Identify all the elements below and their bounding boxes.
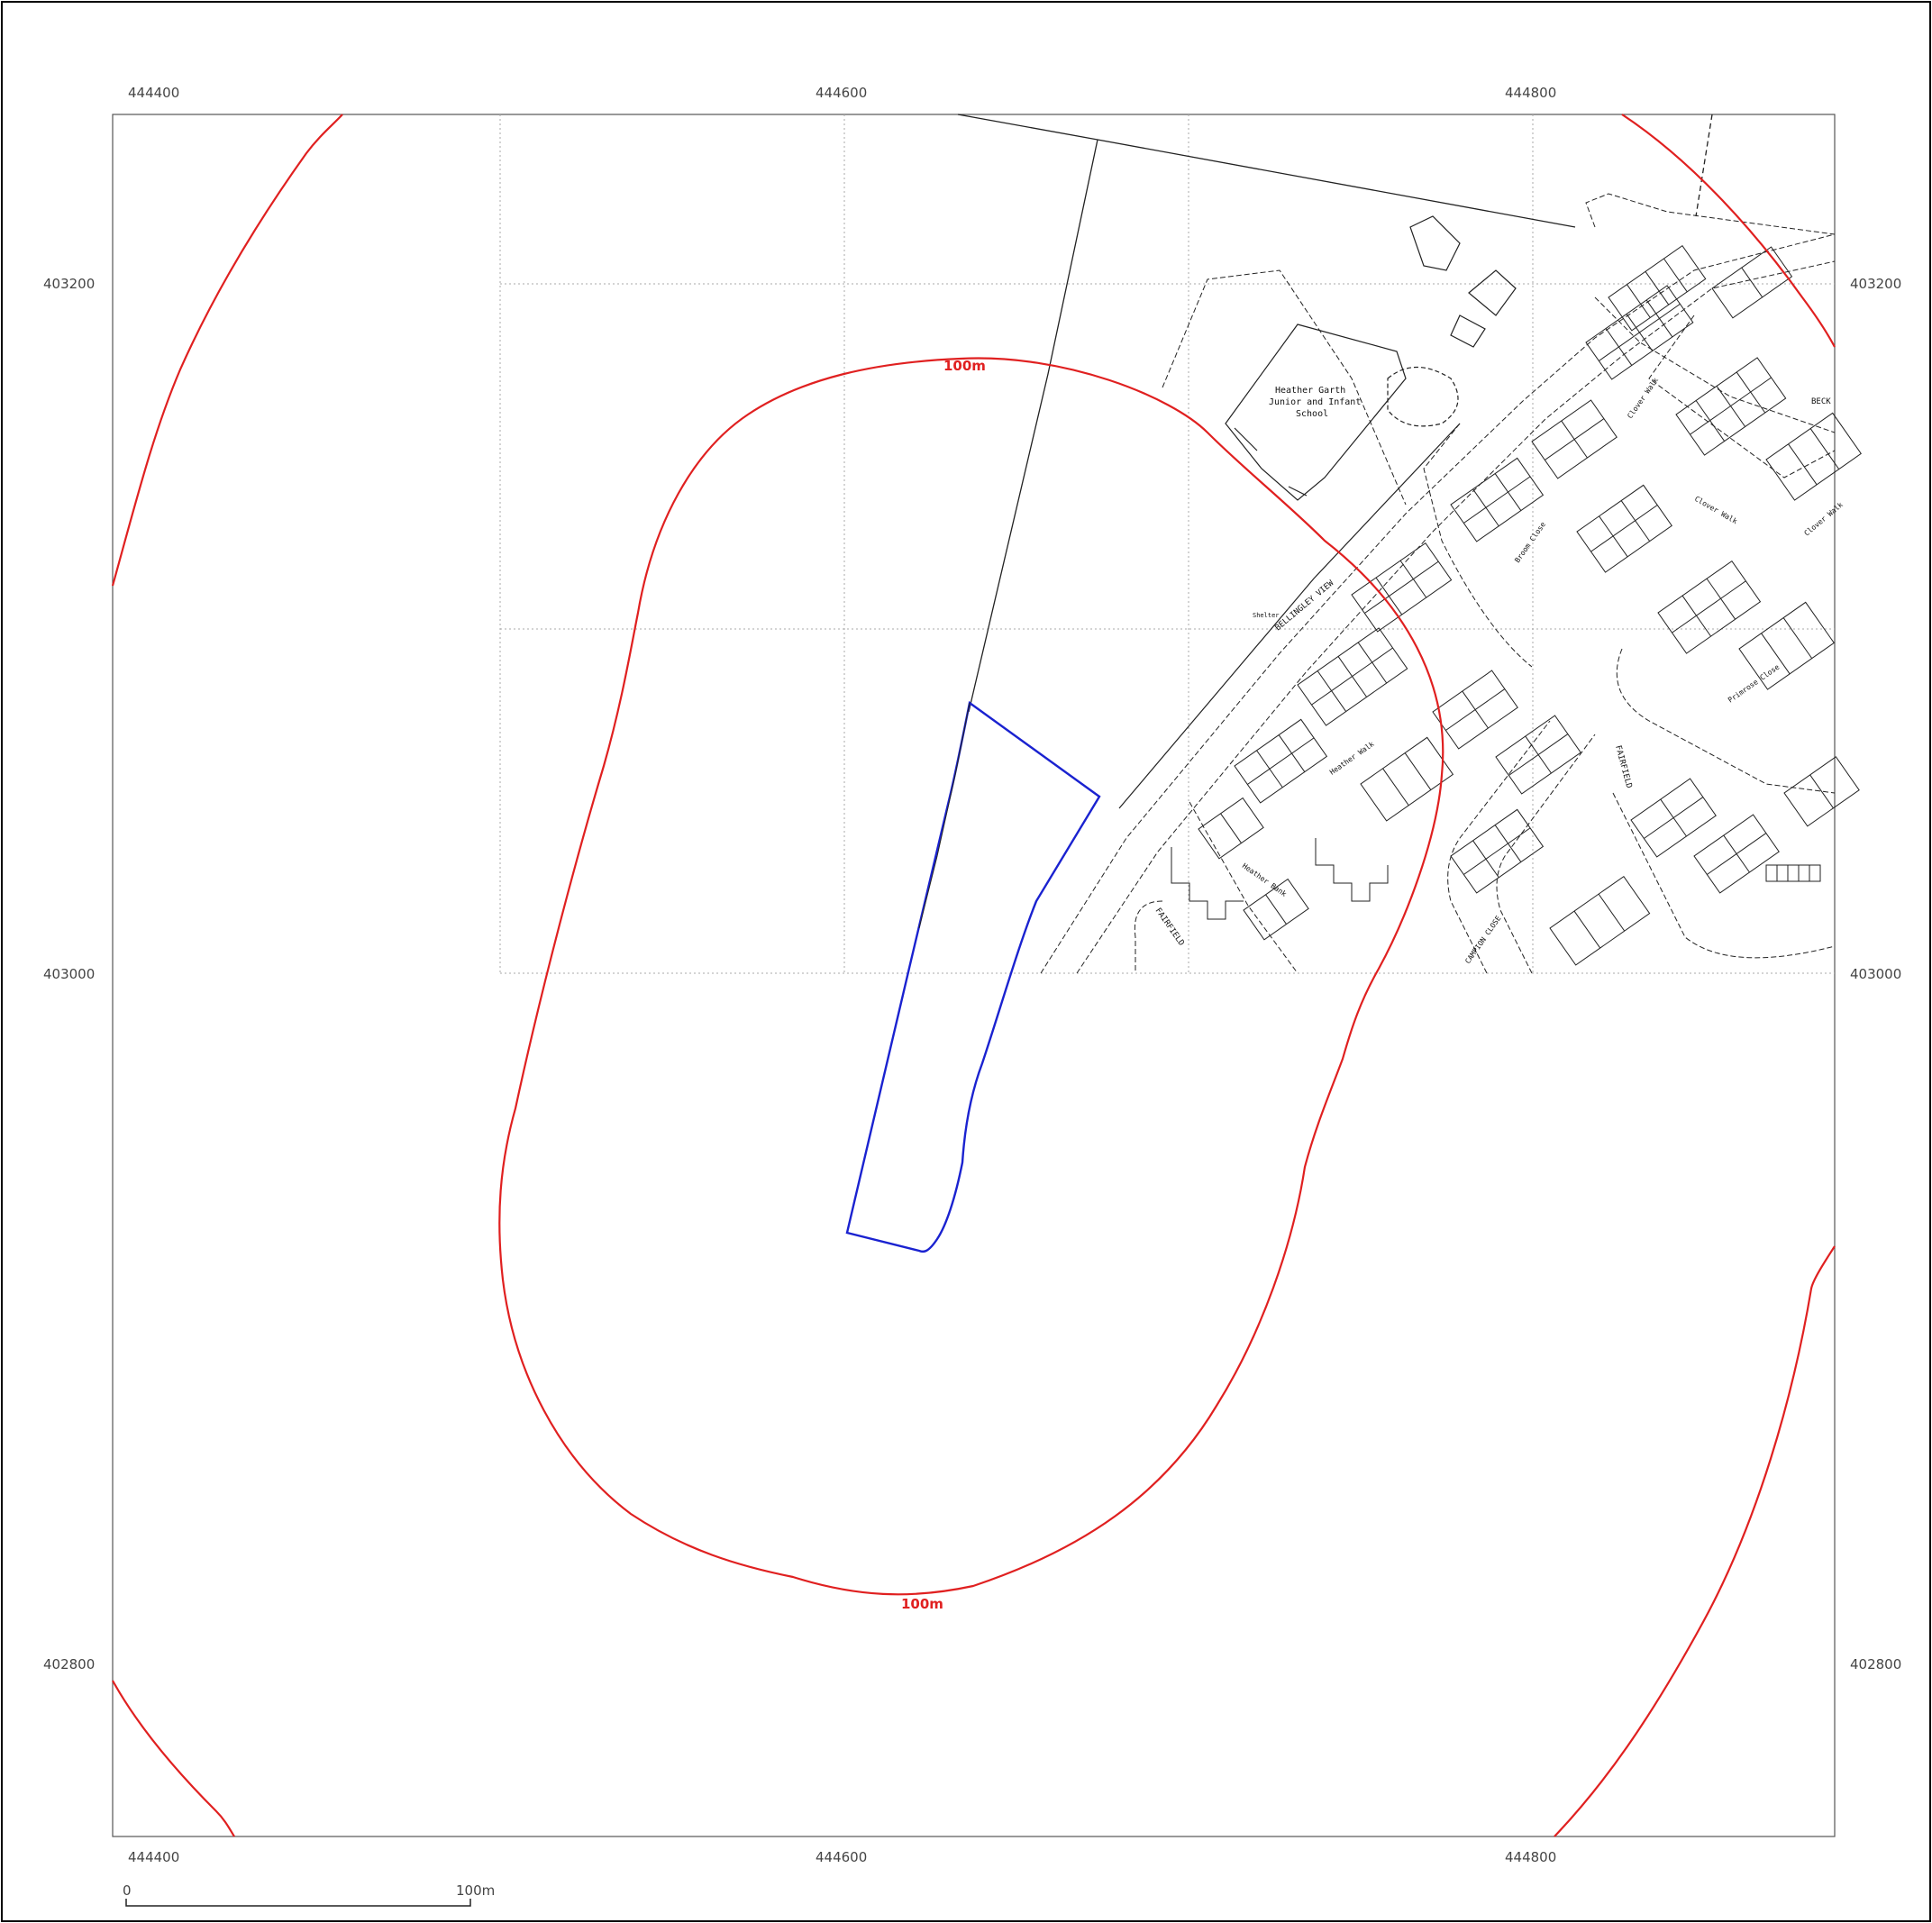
field-boundary bbox=[968, 139, 1098, 713]
school-building bbox=[1225, 215, 1517, 501]
road-label-clover-walk: Clover Walk bbox=[1693, 495, 1739, 525]
scale-bar-end: 100m bbox=[456, 1882, 495, 1899]
shelter-label: Shelter bbox=[1253, 612, 1280, 619]
housing-blocks bbox=[1171, 244, 1862, 966]
easting-label: 444800 bbox=[1505, 1849, 1556, 1865]
os-grid bbox=[499, 114, 1835, 974]
site-boundary-inner-line bbox=[918, 702, 971, 929]
school-name-line: Heather Garth bbox=[1275, 386, 1345, 396]
scale-bar-start: 0 bbox=[123, 1882, 132, 1899]
road-label-broom-close: Broom Close bbox=[1513, 520, 1547, 564]
school-name-line: School bbox=[1296, 409, 1328, 419]
northing-labels-right: 403200 403000 402800 bbox=[1850, 276, 1901, 1672]
northing-label: 403000 bbox=[1850, 966, 1901, 982]
road-label-campion-close: CAMPION CLOSE bbox=[1463, 915, 1502, 966]
easting-label: 444600 bbox=[816, 85, 867, 101]
site-boundary bbox=[845, 700, 1101, 1253]
inner-buffer-ring bbox=[498, 357, 1444, 1596]
outer-buffer-ring-sw bbox=[112, 1680, 235, 1837]
base-linework bbox=[957, 114, 1713, 809]
northing-label: 402800 bbox=[43, 1656, 95, 1672]
outer-buffer-ring-ne bbox=[1621, 114, 1836, 348]
northing-label: 402800 bbox=[1850, 1656, 1901, 1672]
outer-buffer-ring-se bbox=[1554, 1245, 1836, 1837]
northing-labels-left: 403200 403000 402800 bbox=[43, 276, 95, 1672]
northing-label: 403000 bbox=[43, 966, 95, 982]
northing-label: 403200 bbox=[43, 276, 95, 292]
road-label-fairfield: FAIRFIELD bbox=[1153, 907, 1186, 948]
scale-bar: 0 100m bbox=[123, 1882, 495, 1907]
hedge-line bbox=[1695, 114, 1713, 217]
map-frame bbox=[112, 114, 1836, 1837]
road-label-clover-walk: Clover Walk bbox=[1626, 376, 1660, 420]
northing-label: 403200 bbox=[1850, 276, 1901, 292]
road-label-beck: BECK bbox=[1811, 397, 1831, 406]
easting-label: 444400 bbox=[128, 85, 179, 101]
road-label-heather-bank: Heather Bank bbox=[1241, 861, 1289, 898]
estate-edge bbox=[1118, 423, 1461, 809]
roads bbox=[1040, 193, 1836, 974]
road-label-fairfield: FAIRFIELD bbox=[1613, 744, 1633, 789]
road-label-heather-walk: Heather Walk bbox=[1328, 740, 1376, 777]
road-label-clover-walk: Clover Walk bbox=[1803, 500, 1845, 537]
buffer-label-bottom: 100m bbox=[901, 1596, 943, 1612]
easting-label: 444600 bbox=[816, 1849, 867, 1865]
buffer-zones bbox=[111, 114, 1836, 1837]
outer-buffer-ring-nw bbox=[111, 114, 343, 587]
buffer-label-top: 100m bbox=[943, 358, 986, 374]
easting-label: 444400 bbox=[128, 1849, 179, 1865]
school-name-line: Junior and Infant bbox=[1269, 397, 1361, 407]
field-boundary bbox=[957, 114, 1576, 228]
easting-label: 444800 bbox=[1505, 85, 1556, 101]
easting-labels-bottom: 444400 444600 444800 bbox=[128, 1849, 1556, 1865]
easting-labels-top: 444400 444600 444800 bbox=[128, 85, 1556, 101]
